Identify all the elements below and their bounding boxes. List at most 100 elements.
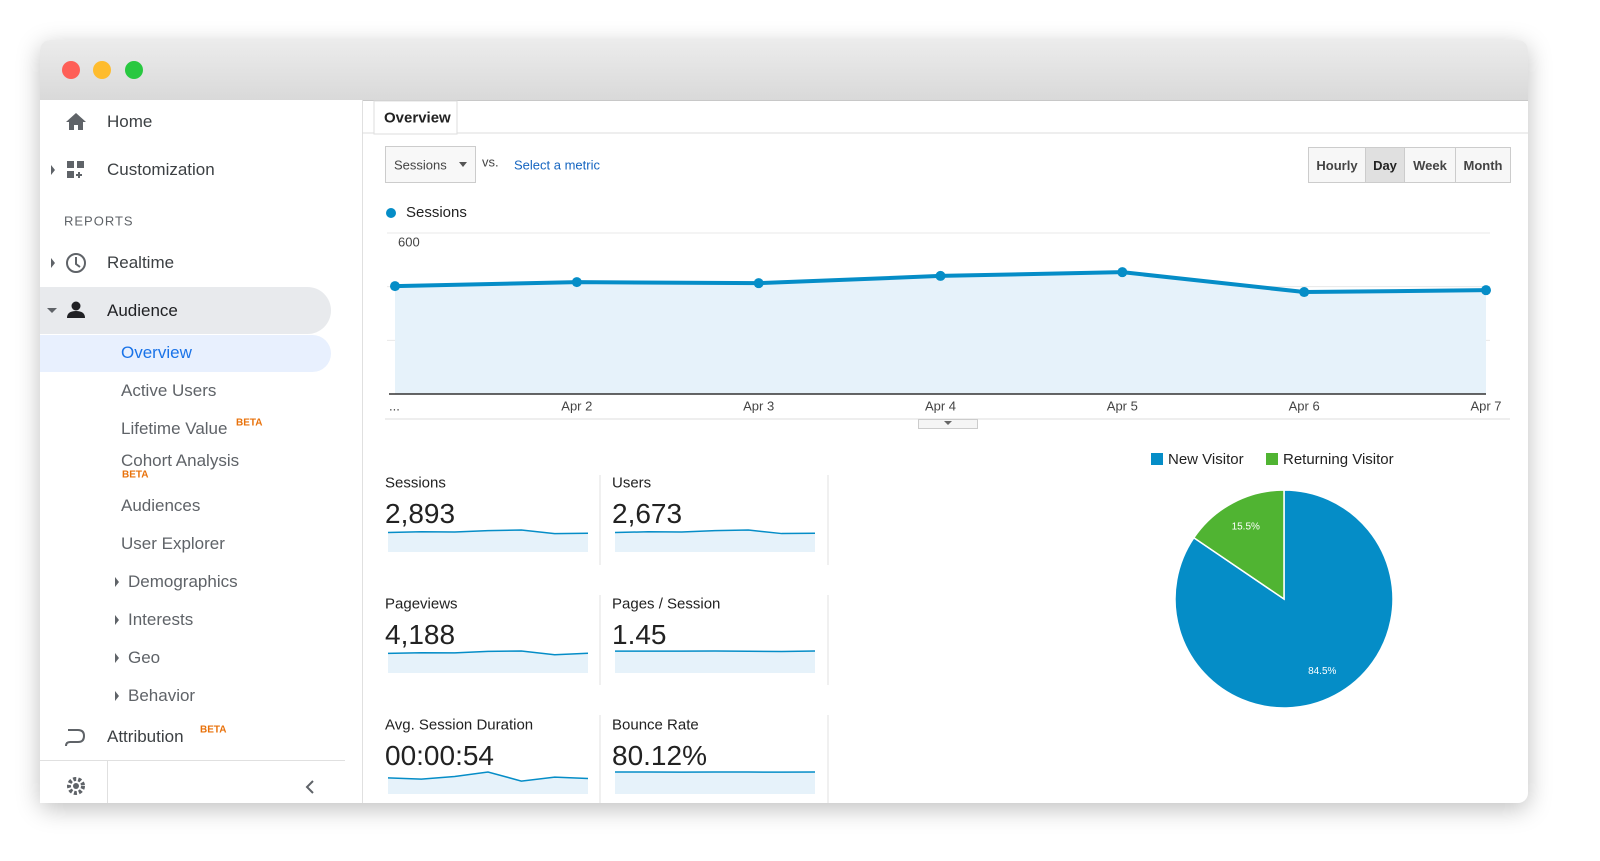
- expand-carets: [47, 165, 119, 701]
- sparkline-area: [615, 530, 815, 552]
- audience-icon-body: [67, 311, 85, 318]
- metric-value: 00:00:54: [385, 740, 494, 771]
- metric-name: Users: [612, 474, 652, 492]
- select-metric-link[interactable]: Select a metric: [514, 157, 600, 173]
- metric-select[interactable]: [385, 146, 476, 183]
- nav-item[interactable]: Audience: [107, 301, 178, 320]
- data-point: [753, 278, 764, 289]
- time-button[interactable]: Week: [1404, 147, 1456, 183]
- nav-subitem[interactable]: Lifetime Value: [121, 419, 228, 438]
- beta-badge: BETA: [236, 417, 263, 429]
- nav-subitem[interactable]: Interests: [128, 610, 194, 629]
- data-point: [1299, 287, 1310, 298]
- realtime-icon-hands: [75, 257, 81, 268]
- data-point: [1117, 267, 1128, 278]
- legend-swatch: [1151, 453, 1163, 465]
- tab[interactable]: [373, 100, 458, 135]
- nav-item[interactable]: Customization: [107, 160, 215, 179]
- time-button[interactable]: Month: [1455, 147, 1511, 183]
- scorecard-dividers: [599, 475, 829, 803]
- audience-icon-head: [71, 301, 81, 311]
- metric-name: Avg. Session Duration: [385, 716, 534, 734]
- realtime-icon: [66, 253, 86, 273]
- legend-marker: [386, 208, 396, 218]
- close-button[interactable]: [62, 61, 80, 79]
- metric-name: Pages / Session: [612, 595, 721, 613]
- sparkline: [387, 771, 589, 782]
- nav-subitem[interactable]: User Explorer: [121, 534, 225, 553]
- legend-label: Sessions: [406, 204, 467, 221]
- attribution-icon: [65, 729, 86, 747]
- collapse-sidebar[interactable]: [305, 780, 314, 794]
- pie-label: 84.5%: [1308, 666, 1336, 677]
- collapse-arrow: [944, 421, 952, 425]
- sidebar-divider: [107, 760, 108, 803]
- legend-label: Returning Visitor: [1283, 451, 1394, 468]
- sparkline-area: [615, 651, 815, 673]
- legend-label: New Visitor: [1168, 451, 1244, 468]
- sparkline-area: [388, 530, 588, 552]
- metric-name: Pageviews: [385, 595, 458, 613]
- metric-value: 2,673: [612, 498, 683, 529]
- x-tick-label: ...: [389, 398, 400, 413]
- home-icon: [66, 113, 86, 130]
- metric-value: 80.12%: [612, 740, 707, 771]
- time-button[interactable]: Day: [1365, 147, 1405, 183]
- sidebar-divider: [40, 760, 345, 761]
- tab-label[interactable]: Overview: [384, 109, 451, 127]
- customization-icon: [67, 161, 84, 178]
- minimize-button[interactable]: [93, 61, 111, 79]
- nav-item[interactable]: Home: [107, 112, 153, 131]
- x-tick-label: Apr 6: [1289, 398, 1320, 413]
- title-bar: [40, 40, 1528, 101]
- nav-subitem[interactable]: Behavior: [128, 686, 196, 705]
- x-tick-label: Apr 7: [1470, 398, 1501, 413]
- y-tick-label: 600: [398, 234, 420, 249]
- nav-item[interactable]: Realtime: [107, 253, 175, 272]
- sidebar: [40, 100, 363, 803]
- x-tick-label: Apr 3: [743, 398, 774, 413]
- dropdown-arrow: [459, 162, 467, 167]
- series-area: [395, 272, 1486, 394]
- active-item: [40, 335, 331, 372]
- nav-subitem[interactable]: Geo: [128, 648, 161, 667]
- zoom-button[interactable]: [125, 61, 143, 79]
- beta-badge: BETA: [200, 724, 227, 736]
- x-tick-label: Apr 4: [925, 398, 956, 413]
- nav-subitem[interactable]: Cohort Analysis: [121, 451, 240, 470]
- sparkline: [387, 650, 589, 656]
- active-section: [40, 287, 331, 334]
- nav-subitem[interactable]: Active Users: [121, 381, 217, 400]
- metric-label: Sessions: [394, 157, 447, 173]
- data-point: [571, 277, 582, 288]
- data-point: [390, 281, 400, 292]
- pie-label: 15.5%: [1232, 521, 1260, 532]
- sparkline-area: [388, 772, 588, 794]
- nav-subitem[interactable]: Overview: [121, 343, 192, 362]
- settings-icon[interactable]: [67, 777, 85, 795]
- nav-subitem[interactable]: Demographics: [128, 572, 238, 591]
- settings-icon-center: [73, 783, 79, 789]
- section-heading: REPORTS: [64, 213, 134, 229]
- metric-value: 2,893: [385, 498, 456, 529]
- pie-slice: [1192, 489, 1285, 601]
- metric-name: Bounce Rate: [612, 716, 699, 734]
- data-point: [935, 270, 946, 281]
- sparkline: [387, 529, 589, 535]
- metric-name: Sessions: [385, 474, 446, 492]
- sparkline-area: [388, 651, 588, 673]
- legend-swatch: [1266, 453, 1278, 465]
- sparkline: [614, 529, 816, 535]
- x-tick-label: Apr 5: [1107, 398, 1138, 413]
- data-point: [1481, 285, 1491, 296]
- x-tick-label: Apr 2: [561, 398, 592, 413]
- metric-value: 1.45: [612, 619, 667, 650]
- vs-label: VS.: [482, 154, 499, 170]
- sparkline-area: [615, 772, 815, 794]
- nav-subitem[interactable]: Audiences: [121, 496, 201, 515]
- nav-item[interactable]: Attribution: [107, 727, 184, 746]
- time-button[interactable]: Hourly: [1308, 147, 1366, 183]
